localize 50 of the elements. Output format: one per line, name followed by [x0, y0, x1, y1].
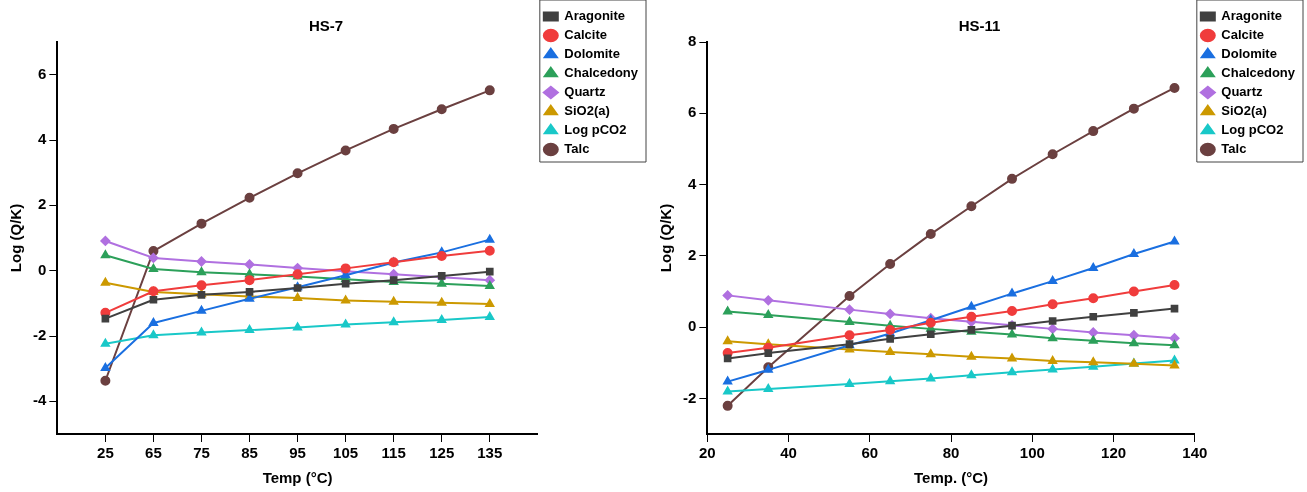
- x-tick-label: 140: [1182, 444, 1208, 462]
- legend-label: Dolomite: [1221, 46, 1277, 62]
- chart-title: HS-11: [958, 17, 1001, 35]
- legend-label: SiO2(a): [1221, 103, 1267, 119]
- y-tick-label: 4: [37, 130, 47, 148]
- x-tick-label: 125: [429, 444, 455, 462]
- x-axis-title: Temp (°C): [262, 469, 333, 487]
- y-tick-label: 6: [37, 64, 47, 82]
- y-tick-label: 0: [687, 317, 697, 335]
- y-tick-label: -2: [682, 388, 697, 406]
- y-axis-title: Log (Q/K): [7, 203, 25, 273]
- y-tick-label: -4: [32, 391, 47, 409]
- legend-label: Chalcedony: [564, 65, 639, 81]
- legend-label: Dolomite: [564, 46, 620, 62]
- y-tick-label: 2: [687, 245, 697, 263]
- legend-label: Chalcedony: [1221, 65, 1296, 81]
- x-tick-label: 20: [698, 444, 716, 462]
- x-axis-title: Temp. (°C): [914, 469, 989, 487]
- legend-label: Talc: [1221, 141, 1247, 157]
- legend-label: Aragonite: [1221, 8, 1282, 24]
- legend-label: Quartz: [1221, 84, 1263, 100]
- x-tick-label: 115: [381, 444, 406, 462]
- legend-label: Log pCO2: [564, 122, 627, 138]
- y-tick-label: 6: [687, 103, 697, 121]
- x-tick-label: 135: [477, 444, 503, 462]
- legend-label: SiO2(a): [564, 103, 610, 119]
- x-tick-label: 65: [145, 444, 162, 462]
- x-tick-label: 100: [1019, 444, 1045, 462]
- legend-label: Calcite: [564, 27, 607, 43]
- x-tick-label: 25: [97, 444, 114, 462]
- x-tick-label: 75: [193, 444, 210, 462]
- x-tick-label: 85: [241, 444, 258, 462]
- y-tick-label: -2: [32, 326, 47, 344]
- legend-label: Quartz: [564, 84, 606, 100]
- x-tick-label: 95: [289, 444, 306, 462]
- y-tick-label: 0: [37, 260, 47, 278]
- x-tick-label: 60: [861, 444, 879, 462]
- legend-label: Aragonite: [564, 8, 625, 24]
- y-tick-label: 4: [687, 174, 697, 192]
- x-tick-label: 80: [942, 444, 960, 462]
- legend-label: Calcite: [1221, 27, 1264, 43]
- x-tick-label: 120: [1101, 444, 1127, 462]
- x-tick-label: 105: [333, 444, 359, 462]
- y-axis-title: Log (Q/K): [657, 203, 675, 273]
- y-tick-label: 8: [687, 32, 697, 50]
- chart-title: HS-7: [308, 17, 344, 35]
- y-tick-label: 2: [37, 195, 47, 213]
- x-tick-label: 40: [780, 444, 797, 462]
- legend-label: Log pCO2: [1221, 122, 1284, 138]
- legend-label: Talc: [564, 141, 590, 157]
